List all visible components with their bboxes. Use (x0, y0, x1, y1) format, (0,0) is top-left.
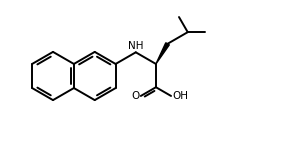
Text: NH: NH (128, 41, 143, 51)
Text: OH: OH (172, 91, 188, 101)
Text: O: O (131, 91, 139, 101)
Polygon shape (156, 43, 169, 64)
